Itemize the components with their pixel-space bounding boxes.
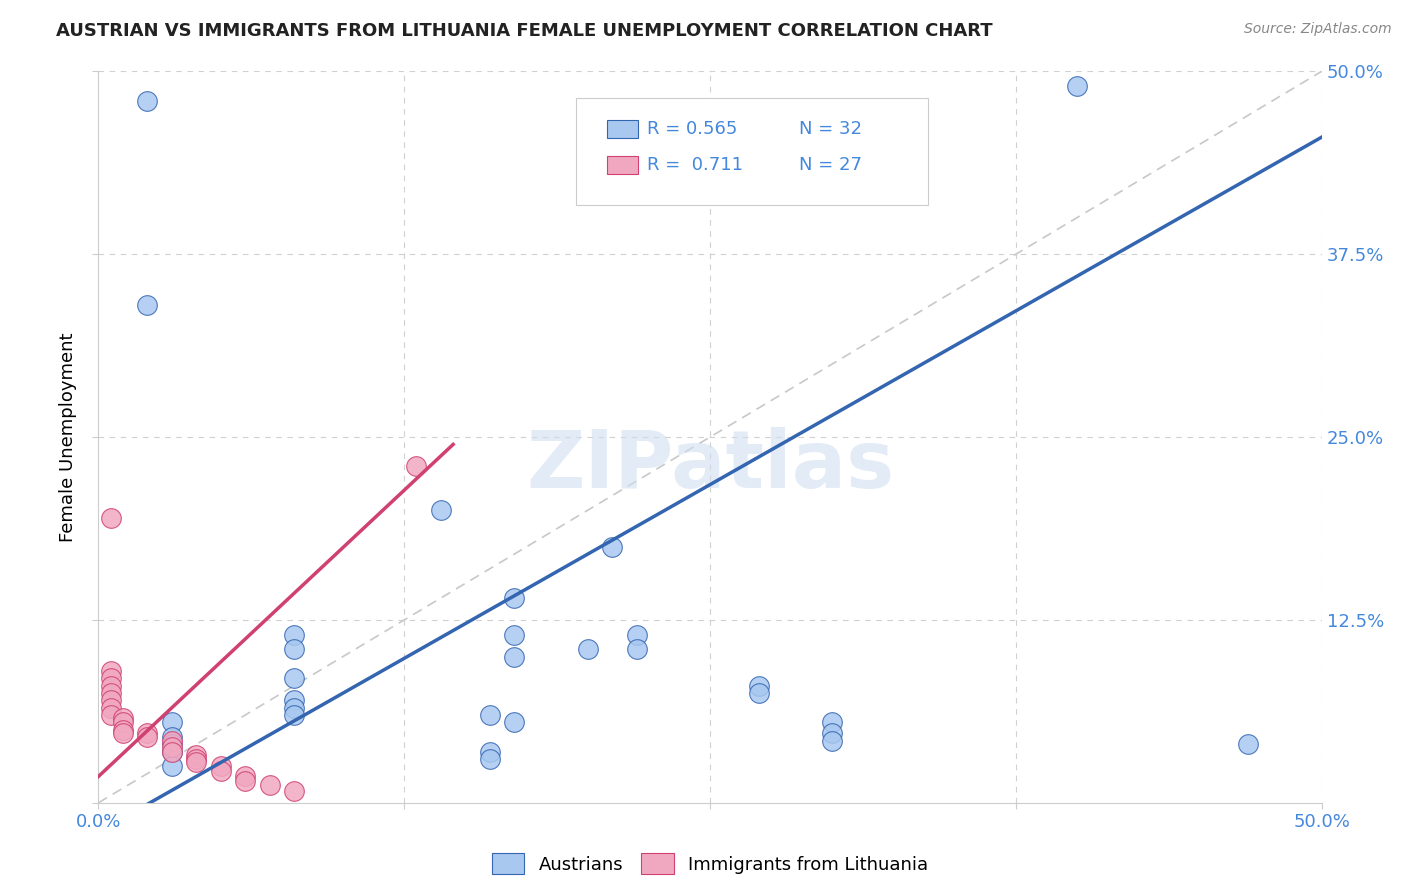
Point <box>136 94 159 108</box>
Text: N = 27: N = 27 <box>799 156 862 174</box>
Point <box>160 745 183 759</box>
Point <box>626 627 648 641</box>
Point <box>209 759 232 773</box>
Point <box>160 737 183 751</box>
Point <box>100 510 122 524</box>
Point <box>748 679 770 693</box>
Point <box>160 734 183 748</box>
Point <box>186 752 208 766</box>
Point <box>160 715 183 730</box>
Point <box>111 715 134 730</box>
Point <box>100 686 122 700</box>
Point <box>160 759 183 773</box>
Point <box>209 764 232 778</box>
Point <box>233 769 256 783</box>
Point <box>160 740 183 755</box>
Point <box>283 642 305 657</box>
Point <box>100 664 122 678</box>
Point <box>283 693 305 707</box>
Point <box>626 642 648 657</box>
Point <box>503 591 526 605</box>
Point <box>748 686 770 700</box>
Point <box>503 627 526 641</box>
Point <box>160 730 183 744</box>
Legend: Austrians, Immigrants from Lithuania: Austrians, Immigrants from Lithuania <box>485 847 935 881</box>
Y-axis label: Female Unemployment: Female Unemployment <box>59 333 77 541</box>
Point <box>821 725 844 739</box>
Point <box>136 725 159 739</box>
Text: R = 0.565: R = 0.565 <box>647 120 737 138</box>
Point <box>283 627 305 641</box>
Point <box>136 298 159 312</box>
Point <box>136 730 159 744</box>
Point <box>283 784 305 798</box>
Point <box>259 778 281 792</box>
Text: Source: ZipAtlas.com: Source: ZipAtlas.com <box>1244 22 1392 37</box>
Point <box>100 693 122 707</box>
Point <box>600 540 623 554</box>
Point <box>100 679 122 693</box>
Text: N = 32: N = 32 <box>799 120 862 138</box>
Point <box>160 745 183 759</box>
Point <box>283 708 305 723</box>
Point <box>503 649 526 664</box>
Point <box>111 723 134 737</box>
Text: ZIPatlas: ZIPatlas <box>526 427 894 506</box>
Text: R =  0.711: R = 0.711 <box>647 156 742 174</box>
Point <box>233 773 256 788</box>
Point <box>478 708 501 723</box>
Point <box>186 747 208 762</box>
Point <box>576 642 599 657</box>
Point <box>478 745 501 759</box>
Point <box>1237 737 1260 751</box>
Point <box>100 672 122 686</box>
Point <box>283 672 305 686</box>
Point <box>821 715 844 730</box>
Point <box>478 752 501 766</box>
Point <box>1066 78 1088 93</box>
Point <box>821 734 844 748</box>
Point <box>186 755 208 769</box>
Point <box>405 459 427 474</box>
Point <box>430 503 453 517</box>
Point <box>111 725 134 739</box>
Point <box>111 711 134 725</box>
Text: AUSTRIAN VS IMMIGRANTS FROM LITHUANIA FEMALE UNEMPLOYMENT CORRELATION CHART: AUSTRIAN VS IMMIGRANTS FROM LITHUANIA FE… <box>56 22 993 40</box>
Point <box>100 708 122 723</box>
Point <box>100 700 122 714</box>
Point <box>283 700 305 714</box>
Point <box>503 715 526 730</box>
